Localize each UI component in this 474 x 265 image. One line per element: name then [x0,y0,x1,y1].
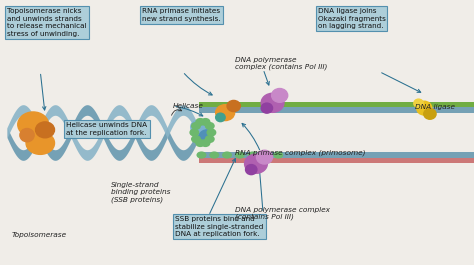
Ellipse shape [199,130,212,143]
Ellipse shape [274,152,283,158]
Ellipse shape [246,165,257,175]
Ellipse shape [417,101,432,115]
Ellipse shape [201,140,210,146]
Text: Helicase: Helicase [173,103,204,109]
Ellipse shape [18,112,48,137]
Ellipse shape [272,89,288,102]
Ellipse shape [20,129,34,142]
Ellipse shape [201,119,210,125]
Ellipse shape [245,154,267,173]
Ellipse shape [261,103,273,113]
Text: DNA ligase joins
Okazaki fragments
on lagging strand.: DNA ligase joins Okazaki fragments on la… [318,8,385,29]
Ellipse shape [206,136,214,142]
Ellipse shape [216,105,235,121]
Ellipse shape [210,152,219,158]
Text: DNA polymerase
complex (contains Pol III): DNA polymerase complex (contains Pol III… [235,57,327,70]
Text: DNA polymerase complex
(contains Pol III): DNA polymerase complex (contains Pol III… [235,206,329,220]
Text: Topoisomerase nicks
and unwinds strands
to release mechanical
stress of unwindin: Topoisomerase nicks and unwinds strands … [7,8,87,37]
Ellipse shape [206,123,214,129]
Text: Topoisomerase: Topoisomerase [12,232,67,237]
Text: Single-strand
binding proteins
(SSB proteins): Single-strand binding proteins (SSB prot… [111,182,171,202]
Ellipse shape [261,93,284,112]
Text: DNA ligase: DNA ligase [415,104,455,110]
Ellipse shape [196,140,204,146]
Ellipse shape [261,152,270,158]
Ellipse shape [197,152,206,158]
Ellipse shape [414,99,423,108]
Text: Helicase unwinds DNA
at the replication fork.: Helicase unwinds DNA at the replication … [66,122,147,136]
Ellipse shape [191,121,210,139]
Ellipse shape [223,152,231,158]
Text: SSB proteins bind and
stabilize single-stranded
DNA at replication fork.: SSB proteins bind and stabilize single-s… [175,216,264,237]
Text: RNA primase complex (primosome): RNA primase complex (primosome) [235,149,365,156]
Ellipse shape [256,150,273,164]
Ellipse shape [190,129,199,136]
Ellipse shape [36,122,55,138]
Ellipse shape [196,119,204,125]
Ellipse shape [191,136,200,142]
Text: RNA primase initiates
new strand synthesis.: RNA primase initiates new strand synthes… [142,8,221,22]
Ellipse shape [26,132,55,154]
Ellipse shape [207,129,216,136]
Ellipse shape [227,100,240,112]
Ellipse shape [236,152,244,158]
Ellipse shape [216,113,225,122]
Ellipse shape [424,109,436,119]
Ellipse shape [248,152,257,158]
Ellipse shape [191,123,200,129]
